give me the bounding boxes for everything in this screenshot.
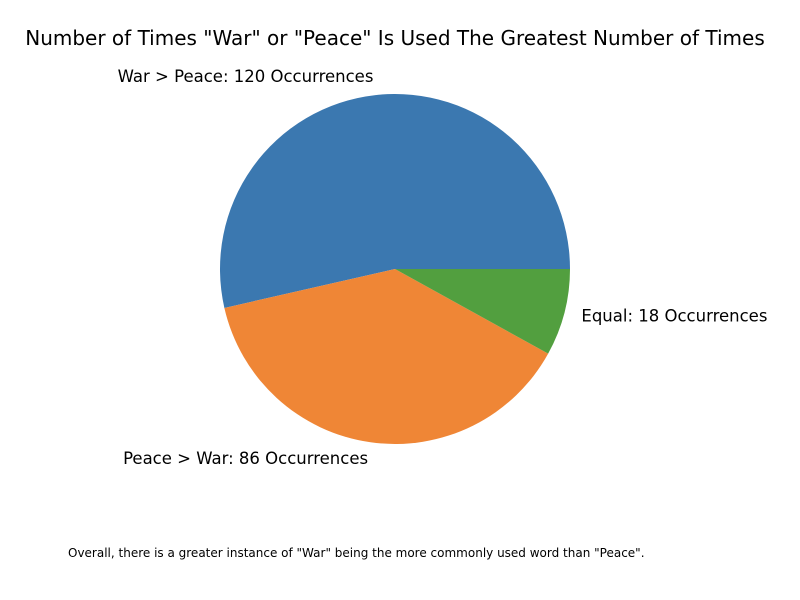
chart-title: Number of Times "War" or "Peace" Is Used… <box>25 26 765 50</box>
pie-slice-2 <box>224 269 549 444</box>
pie-slices <box>219 93 570 444</box>
pie-labels: War > Peace: 120 Occurrences Peace > War:… <box>118 67 768 468</box>
pie-slice-label-1: War > Peace: 120 Occurrences <box>118 67 374 86</box>
pie-slice-1 <box>219 93 570 308</box>
pie-slice-label-3: Equal: 18 Occurrences <box>581 307 767 326</box>
chart-caption: Overall, there is a greater instance of … <box>68 546 645 560</box>
pie-slice-label-2: Peace > War: 86 Occurrences <box>123 449 368 468</box>
pie-slice-3 <box>395 269 570 354</box>
